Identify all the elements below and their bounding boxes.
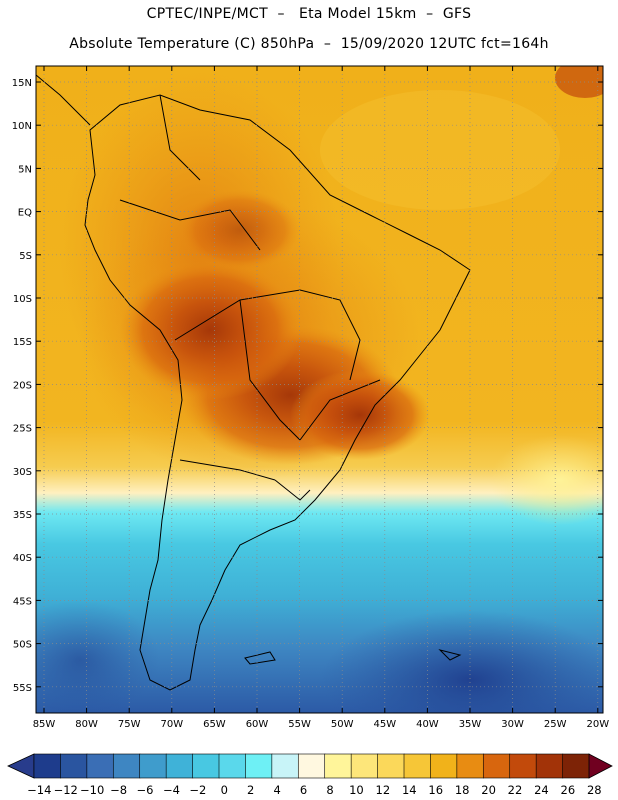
colorbar-label: 20 — [481, 783, 496, 797]
colorbar-swatch — [60, 753, 88, 779]
lon-label: 80W — [75, 719, 98, 730]
lon-label: 20W — [586, 719, 609, 730]
graticule — [36, 66, 603, 713]
lat-label: 55S — [13, 683, 32, 694]
colorbar-swatch — [377, 753, 405, 779]
colorbar-swatch — [218, 753, 247, 779]
colorbar-label: −4 — [163, 783, 180, 797]
colorbar-label: 8 — [326, 783, 333, 797]
colorbar-label: 0 — [221, 783, 228, 797]
colorbar-swatch — [350, 753, 379, 779]
lat-label: EQ — [18, 208, 32, 219]
colorbar-swatch — [245, 753, 273, 779]
colorbar-swatch — [139, 753, 167, 779]
colorbar-label: −2 — [189, 783, 206, 797]
colorbar-swatch — [456, 753, 484, 779]
lat-label: 40S — [13, 553, 32, 564]
lat-label: 50S — [13, 640, 32, 651]
lat-label: 20S — [13, 380, 32, 391]
colorbar-swatch — [403, 753, 432, 779]
colorbar-label: 26 — [561, 783, 576, 797]
colorbar-swatch — [430, 753, 458, 779]
colorbar-label: 2 — [247, 783, 254, 797]
lat-label: 45S — [13, 596, 32, 607]
colorbar-label: 24 — [534, 783, 549, 797]
lon-label: 75W — [118, 719, 141, 730]
colorbar-swatch — [165, 753, 194, 779]
colorbar-label: 6 — [300, 783, 307, 797]
colorbar-swatch — [509, 753, 537, 779]
colorbar-high-arrow — [588, 753, 613, 779]
colorbar-label: 14 — [402, 783, 417, 797]
map-subtitle: Absolute Temperature (C) 850hPa – 15/09/… — [69, 36, 549, 52]
lat-label: 10S — [13, 294, 32, 305]
lon-label: 85W — [33, 719, 56, 730]
temperature-field — [36, 66, 603, 713]
colorbar-label: −10 — [80, 783, 104, 797]
lat-label: 5S — [19, 251, 32, 262]
colorbar-label: 28 — [587, 783, 602, 797]
lon-label: 65W — [203, 719, 226, 730]
colorbar-swatch — [192, 753, 220, 779]
lat-label: 5N — [18, 164, 32, 175]
lon-label: 25W — [544, 719, 567, 730]
colorbar-label: −12 — [54, 783, 78, 797]
lat-label: 25S — [13, 424, 32, 435]
colorbar-label: 10 — [349, 783, 364, 797]
lon-label: 70W — [160, 719, 183, 730]
colorbar-swatch — [112, 753, 141, 779]
lat-label: 15N — [12, 78, 32, 89]
colorbar-low-arrow — [7, 753, 35, 779]
colorbar-swatch — [33, 753, 62, 779]
lat-label: 15S — [13, 337, 32, 348]
lon-label: 60W — [246, 719, 269, 730]
colorbar-swatch — [297, 753, 326, 779]
lon-label: 40W — [416, 719, 439, 730]
colorbar-swatch — [86, 753, 114, 779]
colorbar-label: 4 — [273, 783, 280, 797]
colorbar-swatch — [535, 753, 564, 779]
lat-label: 10N — [12, 121, 32, 132]
lon-label: 50W — [331, 719, 354, 730]
colorbar: −14 −12 −10 −8 −6 −4 −2 0 2 4 6 8 10 12 14 16 18 20 22 24 26… — [7, 753, 613, 797]
colorbar-swatch — [482, 753, 511, 779]
lat-label: 35S — [13, 510, 32, 521]
colorbar-swatch — [271, 753, 299, 779]
colorbar-label: 16 — [428, 783, 443, 797]
colorbar-label: −14 — [27, 783, 51, 797]
lat-label: 30S — [13, 467, 32, 478]
colorbar-swatch — [562, 753, 590, 779]
map-frame — [35, 65, 604, 714]
colorbar-label: 18 — [455, 783, 470, 797]
colorbar-swatch — [324, 753, 352, 779]
lon-label: 30W — [501, 719, 524, 730]
colorbar-label: 12 — [376, 783, 391, 797]
map-title: CPTEC/INPE/MCT – Eta Model 15km – GFS — [146, 6, 472, 22]
colorbar-label: 22 — [508, 783, 523, 797]
colorbar-label: −8 — [110, 783, 127, 797]
colorbar-label: −6 — [137, 783, 154, 797]
lon-label: 45W — [373, 719, 396, 730]
lon-label: 55W — [288, 719, 311, 730]
lon-label: 35W — [459, 719, 482, 730]
map-axes: 15N 10N 5N EQ 5S 10S 15S 20S 25S 30S 35S 40S 45S 50S 5… — [12, 66, 609, 730]
